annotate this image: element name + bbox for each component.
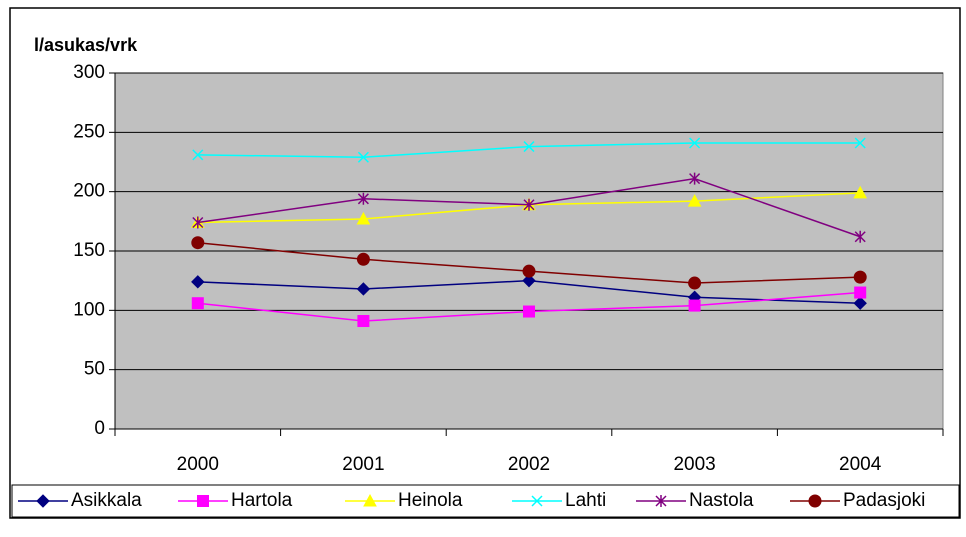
- data-point: [688, 299, 701, 312]
- data-point: [522, 273, 536, 288]
- data-point: [689, 172, 701, 185]
- legend-marker: [197, 495, 209, 507]
- legend-label: Padasjoki: [843, 490, 925, 511]
- data-point: [523, 141, 535, 153]
- data-point: [853, 270, 867, 284]
- data-point: [356, 282, 371, 296]
- y-tick-label: 0: [94, 418, 105, 439]
- x-tick-label: 2000: [177, 454, 219, 475]
- x-tick-label: 2003: [673, 454, 715, 475]
- x-tick-label: 2004: [839, 454, 882, 475]
- y-tick-label: 250: [73, 121, 105, 142]
- legend-label: Lahti: [565, 490, 606, 511]
- legend-marker: [36, 494, 50, 508]
- data-point: [522, 264, 536, 278]
- legend-marker: [655, 495, 667, 507]
- y-tick-label: 100: [73, 299, 105, 320]
- y-tick-label: 300: [73, 62, 105, 83]
- data-point: [357, 151, 369, 163]
- x-tick-label: 2002: [508, 454, 550, 475]
- data-point: [689, 137, 701, 149]
- legend-label: Asikkala: [71, 490, 142, 511]
- data-point: [523, 198, 535, 211]
- y-tick-label: 50: [84, 359, 105, 380]
- data-point: [854, 286, 867, 299]
- data-point: [191, 297, 204, 310]
- y-tick-label: 150: [73, 240, 105, 261]
- data-point: [191, 236, 205, 250]
- data-point: [853, 185, 868, 199]
- data-point: [688, 276, 702, 290]
- data-point: [357, 315, 370, 328]
- data-point: [191, 275, 205, 289]
- data-point: [356, 252, 370, 266]
- legend-label: Heinola: [398, 490, 463, 511]
- y-axis-title: l/asukas/vrk: [34, 35, 138, 55]
- data-point: [356, 211, 371, 225]
- data-point: [192, 149, 204, 161]
- data-point: [854, 230, 866, 243]
- data-point: [523, 305, 535, 318]
- data-point: [687, 194, 702, 207]
- legend-label: Hartola: [231, 490, 293, 511]
- data-point: [854, 137, 866, 149]
- legend-marker: [808, 494, 822, 508]
- data-point: [192, 216, 204, 229]
- y-tick-label: 200: [73, 181, 105, 202]
- x-tick-label: 2001: [342, 454, 384, 475]
- legend-label: Nastola: [689, 490, 754, 511]
- data-point: [357, 192, 369, 205]
- data-point: [853, 296, 867, 310]
- legend-marker: [363, 493, 377, 507]
- legend-marker: [531, 495, 543, 507]
